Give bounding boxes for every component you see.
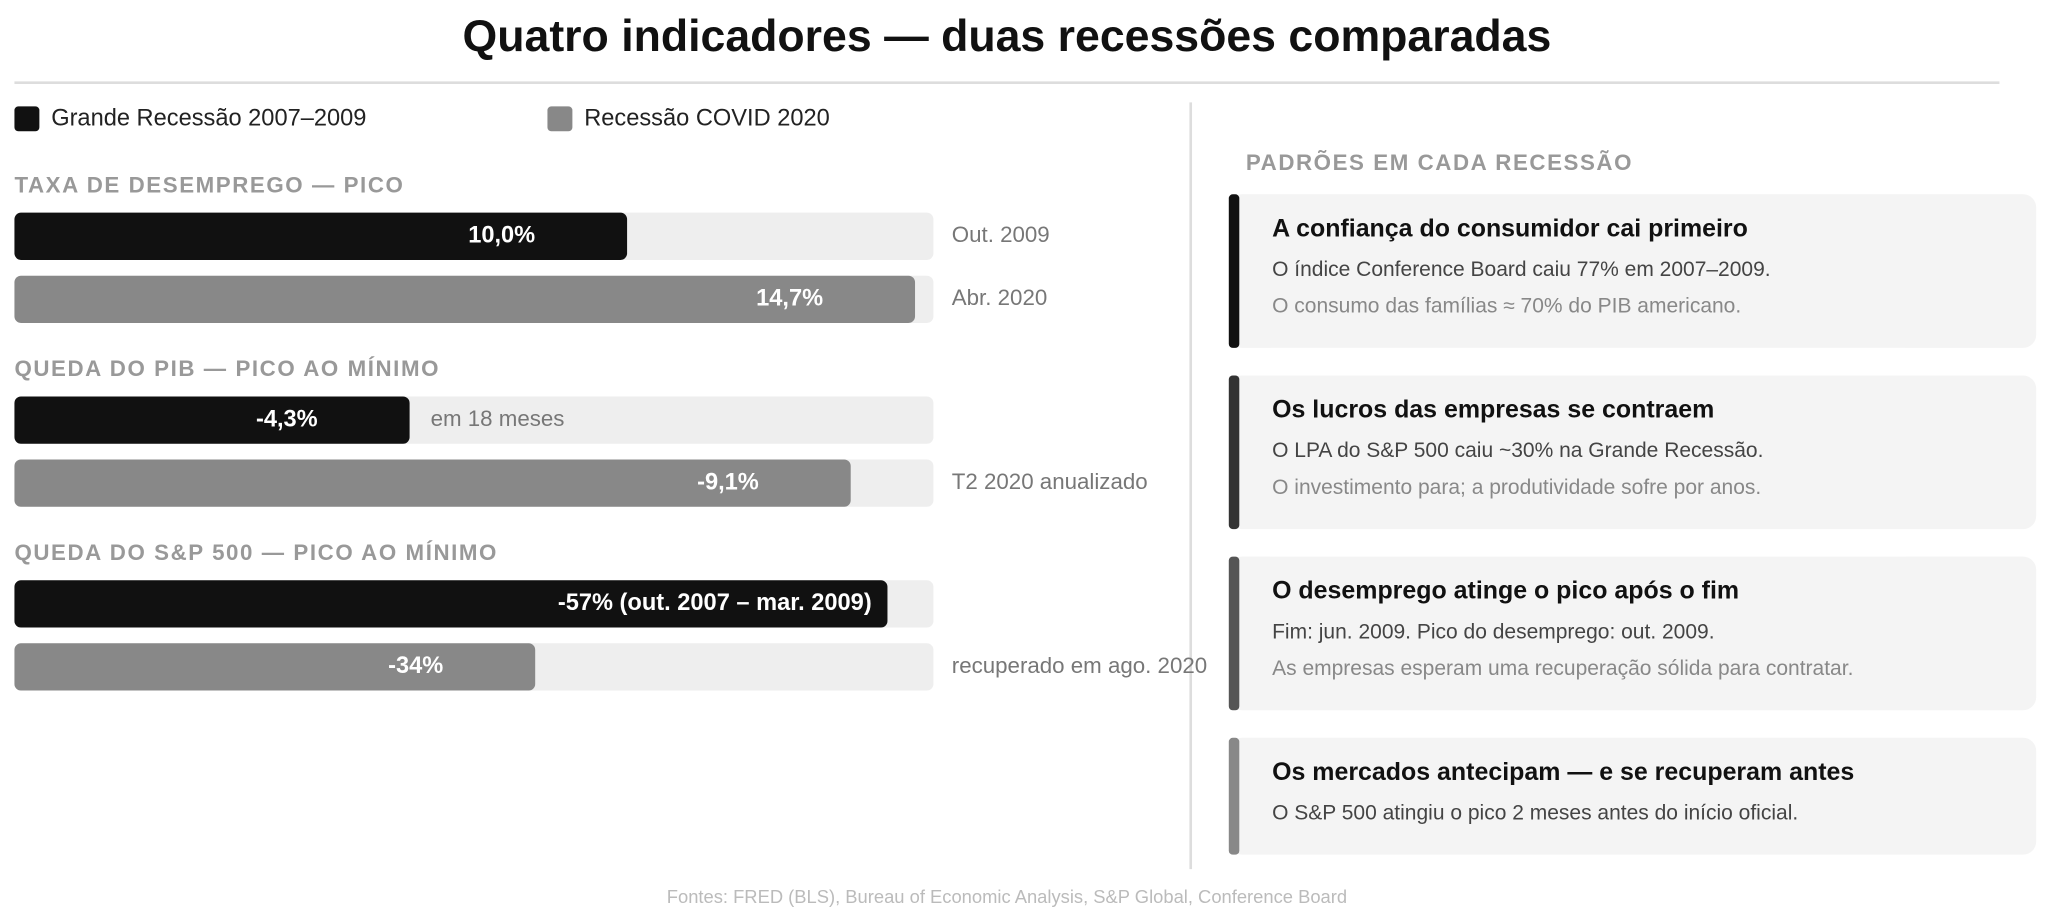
bar-note: T2 2020 anualizado [952, 469, 1148, 494]
bar-value-label: -34% [388, 653, 443, 679]
legend-swatch [547, 106, 573, 132]
card-line: O LPA do S&P 500 caiu ~30% na Grande Rec… [1272, 439, 1763, 462]
card-title: Os mercados antecipam — e se recuperam a… [1272, 758, 1854, 786]
legend-label: Grande Recessão 2007–2009 [51, 106, 366, 132]
bar [14, 212, 628, 260]
card-accent [1228, 556, 1240, 711]
bar-value-label: -4,3% [256, 406, 318, 432]
card-line: As empresas esperam uma recuperação sóli… [1272, 657, 1853, 680]
bar [14, 459, 851, 507]
card-line: O S&P 500 atingiu o pico 2 meses antes d… [1272, 802, 1798, 825]
card-accent [1228, 194, 1240, 348]
panel-title: QUEDA DO S&P 500 — PICO AO MÍNIMO [14, 540, 498, 565]
card [1228, 737, 2037, 855]
panel-title: TAXA DE DESEMPREGO — PICO [14, 172, 404, 197]
legend-swatch [14, 106, 40, 132]
card-title: Os lucros das empresas se contraem [1272, 396, 1714, 424]
panel-title: QUEDA DO PIB — PICO AO MÍNIMO [14, 356, 440, 381]
bar [14, 580, 888, 628]
bar [14, 396, 410, 444]
card-title: A confiança do consumidor cai primeiro [1272, 214, 1748, 242]
bar-note: Abr. 2020 [952, 285, 1047, 310]
bar [14, 643, 536, 691]
footer: Fontes: FRED (BLS), Bureau of Economic A… [667, 886, 1347, 907]
bar-note: recuperado em ago. 2020 [952, 653, 1207, 678]
card-line: O consumo das famílias ≈ 70% do PIB amer… [1272, 295, 1741, 318]
bar-value-label: -57% (out. 2007 – mar. 2009) [558, 590, 872, 616]
card [1228, 556, 2037, 711]
page-title: Quatro indicadores — duas recessões comp… [463, 12, 1552, 61]
card [1228, 194, 2037, 348]
card-line: Fim: jun. 2009. Pico do desemprego: out.… [1272, 620, 1714, 643]
legend-label: Recessão COVID 2020 [584, 106, 830, 132]
card-accent [1228, 375, 1240, 530]
bar [14, 275, 916, 323]
card-accent [1228, 737, 1240, 855]
patterns-title: PADRÕES EM CADA RECESSÃO [1246, 150, 1633, 175]
bar-value-label: 10,0% [468, 223, 535, 249]
bar-value-label: 14,7% [756, 286, 823, 312]
card [1228, 375, 2037, 530]
bar-note: em 18 meses [431, 406, 565, 431]
card-line: O investimento para; a produtividade sof… [1272, 476, 1761, 499]
bar-note: Out. 2009 [952, 222, 1050, 247]
card-title: O desemprego atinge o pico após o fim [1272, 577, 1739, 605]
bar-value-label: -9,1% [697, 469, 759, 495]
card-line: O índice Conference Board caiu 77% em 20… [1272, 258, 1770, 281]
